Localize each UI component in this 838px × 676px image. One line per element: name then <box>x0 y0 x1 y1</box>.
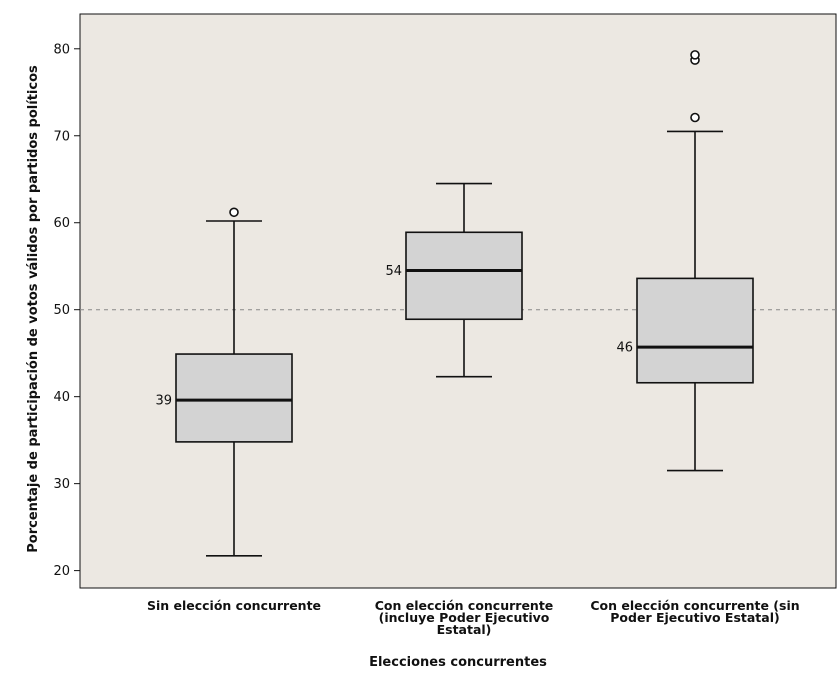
y-axis: 20 30 40 50 60 70 80 <box>53 42 80 579</box>
y-tick-label: 60 <box>53 216 70 231</box>
category-label-line: Con elección concurrente <box>375 598 554 613</box>
category-label-line: Poder Ejecutivo Estatal) <box>610 610 779 625</box>
category-label: Con elección concurrente (sin Poder Ejecu… <box>590 598 799 625</box>
y-tick-label: 20 <box>53 564 70 579</box>
outlier-point <box>690 112 700 123</box>
y-tick-label: 50 <box>53 303 70 318</box>
median-value-label: 54 <box>385 264 402 279</box>
iqr-box <box>175 353 293 443</box>
category-label-line: Estatal) <box>437 622 492 637</box>
iqr-box <box>636 277 754 384</box>
x-axis-title: Elecciones concurrentes <box>369 655 547 670</box>
median-value-label: 39 <box>155 394 172 409</box>
median-value-label: 46 <box>616 341 633 356</box>
x-axis-labels: Sin elección concurrente Con elección con… <box>147 598 800 637</box>
box-group: 39 <box>155 207 293 557</box>
box-group: 54 <box>385 182 523 378</box>
y-tick-label: 80 <box>53 42 70 57</box>
category-label-line: Con elección concurrente (sin <box>590 598 799 613</box>
category-label-line: Sin elección concurrente <box>147 598 321 613</box>
outlier-point <box>690 50 700 60</box>
boxes: 39 54 46 <box>155 50 754 557</box>
y-tick-label: 40 <box>53 390 70 405</box>
category-label-line: (incluye Poder Ejecutivo <box>379 610 550 625</box>
y-axis-title: Porcentaje de participación de votos vál… <box>26 65 41 553</box>
y-tick-label: 70 <box>53 129 70 144</box>
category-label: Con elección concurrente (incluye Poder E… <box>375 598 554 637</box>
y-tick-label: 30 <box>53 477 70 492</box>
box-group: 46 <box>616 50 754 472</box>
outlier-point <box>229 207 239 218</box>
iqr-box <box>405 231 523 321</box>
category-label: Sin elección concurrente <box>147 598 321 613</box>
